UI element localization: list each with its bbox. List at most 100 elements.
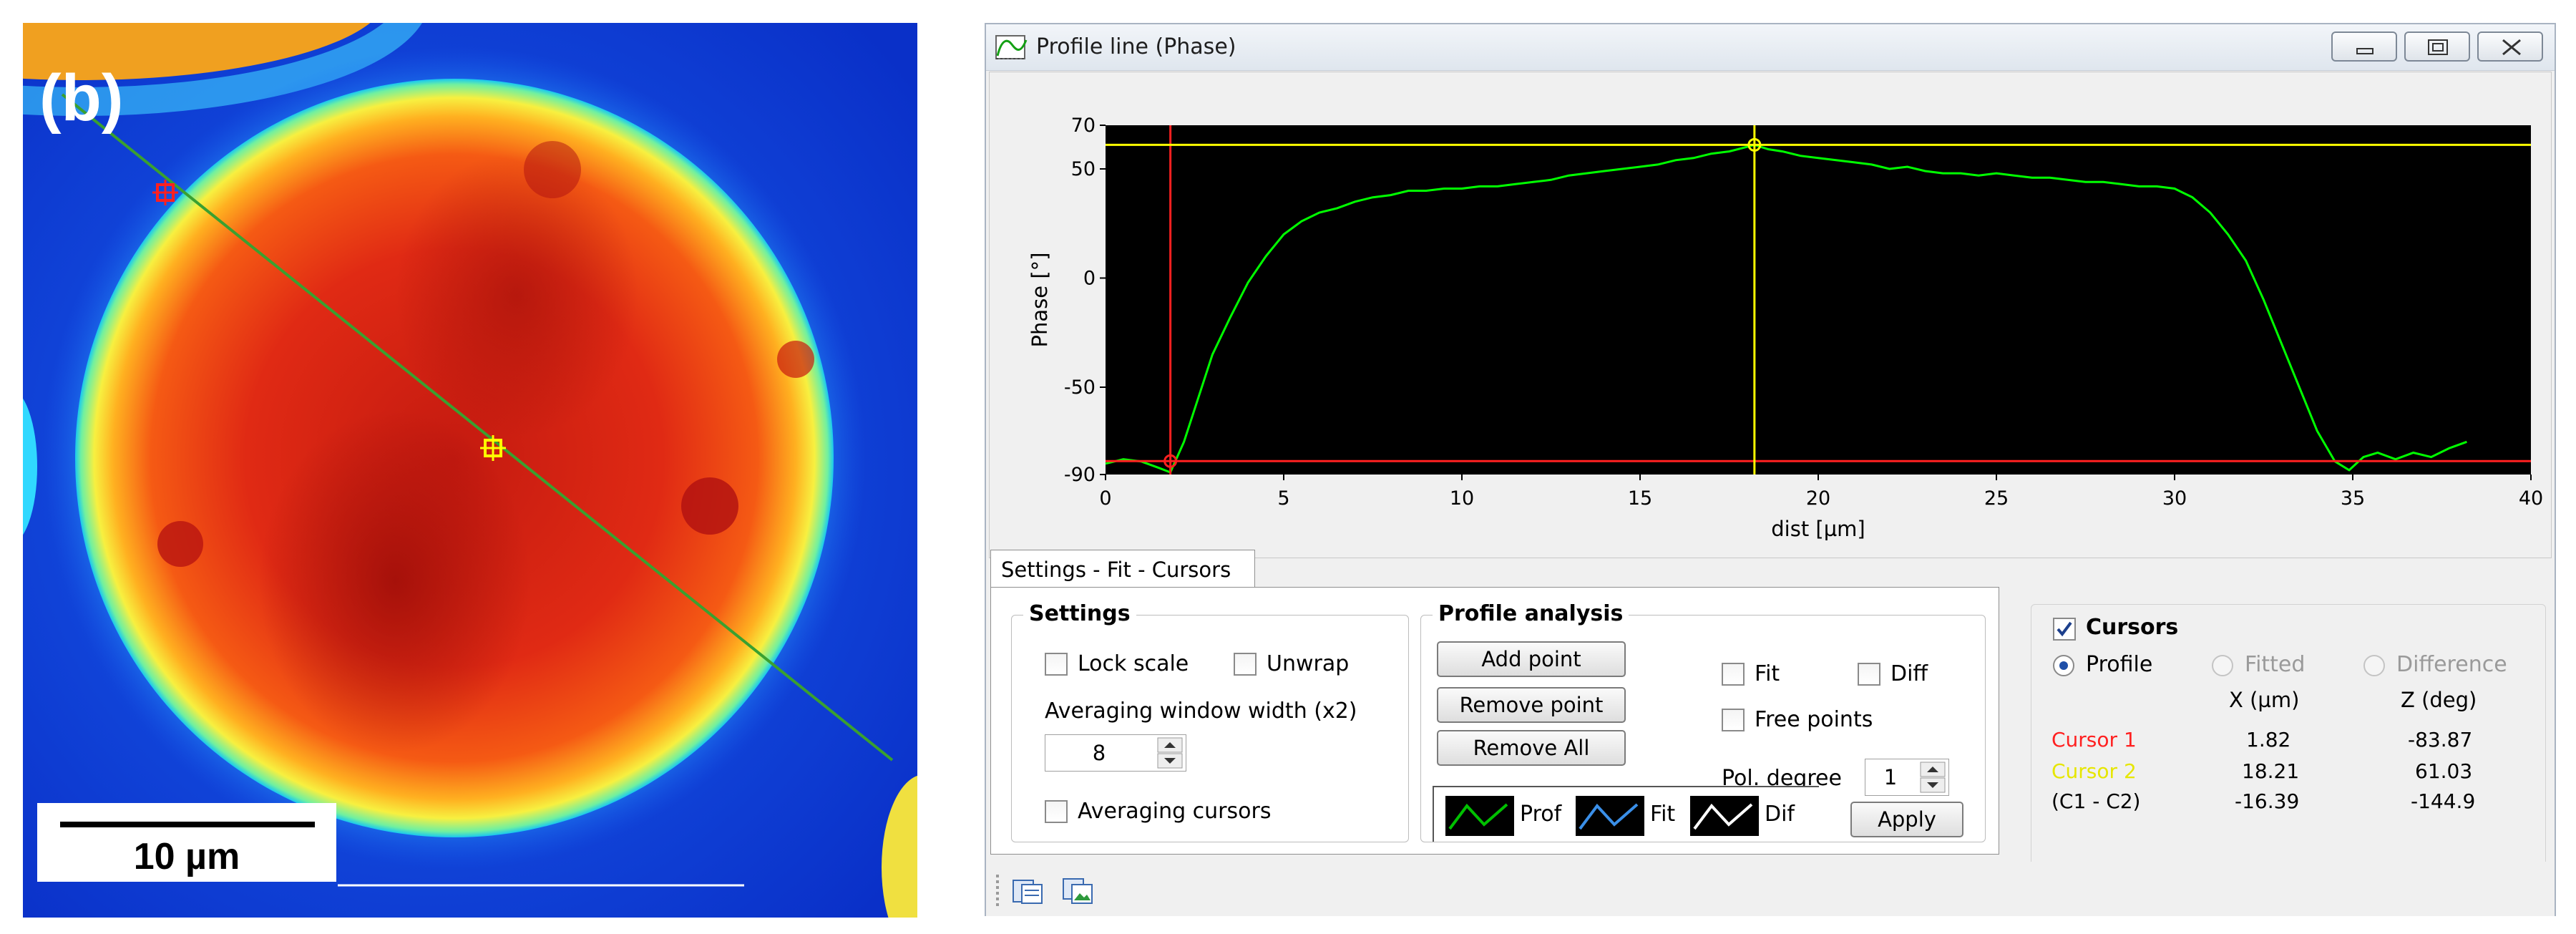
free-points-checkbox[interactable]	[1722, 709, 1745, 731]
maximize-button[interactable]	[2404, 31, 2470, 62]
diff-checkbox[interactable]	[1858, 663, 1880, 686]
profile-series-line	[1105, 143, 2467, 474]
x-axis: 0 5 10 15 20 25 30 35 40	[1099, 475, 2543, 510]
fit-checkbox[interactable]	[1722, 663, 1745, 686]
cursor-1-point[interactable]	[1163, 454, 1178, 468]
profile-line-window: Profile line (Phase) 70 50 0 -50 -90 0 5 10 15 2…	[985, 23, 2556, 916]
series-layer	[1105, 143, 2467, 474]
export-icon[interactable]	[1012, 876, 1043, 905]
x-tick-label: 0	[1099, 487, 1111, 510]
diff-legend-swatch	[1690, 796, 1759, 836]
window-title: Profile line (Phase)	[1036, 34, 1236, 59]
y-axis: 70 50 0 -50 -90	[1064, 115, 1106, 486]
close-button[interactable]	[2477, 31, 2543, 62]
diff-legend-label: Dif	[1765, 802, 1795, 827]
apply-button[interactable]: Apply	[1850, 802, 1963, 837]
minimize-icon	[2356, 48, 2373, 54]
y-tick-label: -50	[1064, 376, 1096, 399]
averaging-cursors-label: Averaging cursors	[1078, 799, 1272, 824]
close-icon	[2502, 39, 2521, 56]
x-tick-label: 40	[2519, 487, 2543, 510]
toolbar-grip[interactable]	[996, 875, 999, 906]
fit-legend-label: Fit	[1650, 802, 1676, 827]
stepper-arrows-icon[interactable]	[1920, 762, 1946, 793]
lock-scale-checkbox[interactable]	[1045, 653, 1068, 676]
fitted-radio[interactable]	[2212, 655, 2233, 676]
profile-radio[interactable]	[2053, 655, 2074, 676]
phase-image	[23, 23, 917, 918]
x-axis-label: dist [µm]	[1771, 517, 1865, 541]
pol-degree-value: 1	[1883, 765, 1898, 789]
cursor-diff-z: -144.9	[2411, 789, 2476, 813]
averaging-width-stepper[interactable]: 8	[1045, 734, 1186, 772]
title-bar[interactable]: Profile line (Phase)	[986, 24, 2555, 71]
x-tick-label: 25	[1984, 487, 2009, 510]
x-tick-label: 5	[1277, 487, 1289, 510]
profile-radio-label: Profile	[2086, 652, 2153, 677]
cursor-layer[interactable]	[1106, 125, 2531, 475]
y-tick-label: 0	[1083, 268, 1096, 290]
y-tick-label: -90	[1064, 464, 1096, 486]
settings-group-title: Settings	[1023, 601, 1136, 626]
cursor-2-row-label: Cursor 2	[2051, 759, 2137, 783]
scale-bar: 10 µm	[37, 803, 336, 882]
x-tick-label: 35	[2341, 487, 2365, 510]
remove-point-button[interactable]: Remove point	[1437, 687, 1626, 723]
profile-line-icon	[995, 35, 1028, 59]
x-tick-label: 10	[1450, 487, 1474, 510]
free-points-label: Free points	[1755, 707, 1873, 732]
lock-scale-label: Lock scale	[1078, 651, 1189, 676]
profile-chart[interactable]: 70 50 0 -50 -90 0 5 10 15 20 25 30 35 40 dist [µm] P…	[989, 72, 2552, 558]
y-tick-label: 70	[1071, 115, 1096, 137]
cursors-panel: Cursors Profile Fitted Difference X (µm)…	[2031, 604, 2546, 867]
cursor-2-point[interactable]	[1747, 137, 1762, 152]
scale-bar-label: 10 µm	[133, 836, 240, 877]
fitted-radio-label: Fitted	[2245, 652, 2306, 677]
cursor-1-z: -83.87	[2408, 728, 2473, 751]
add-point-button[interactable]: Add point	[1437, 641, 1626, 677]
cursors-title: Cursors	[2086, 615, 2179, 640]
cursors-checkbox[interactable]	[2053, 618, 2076, 641]
profile-legend-swatch	[1445, 796, 1514, 836]
settings-group: Settings Lock scale Unwrap Averaging win…	[1011, 601, 1409, 842]
checkmark-icon	[2057, 621, 2072, 637]
averaging-width-value: 8	[1092, 741, 1106, 765]
fit-legend-swatch	[1576, 796, 1644, 836]
copy-image-icon[interactable]	[1062, 876, 1093, 905]
plot-area[interactable]	[1106, 125, 2531, 475]
tab-label: Settings - Fit - Cursors	[1001, 558, 1231, 582]
profile-legend-label: Prof	[1520, 802, 1562, 827]
cursor-1-row-label: Cursor 1	[2051, 728, 2137, 751]
scale-bar-line	[60, 822, 315, 827]
minimize-button[interactable]	[2331, 31, 2397, 62]
profile-chart-svg: 70 50 0 -50 -90 0 5 10 15 20 25 30 35 40 dist [µm] P…	[1028, 115, 2543, 541]
stepper-arrows-icon[interactable]	[1157, 737, 1183, 769]
pol-degree-stepper[interactable]: 1	[1865, 759, 1949, 796]
unwrap-checkbox[interactable]	[1234, 653, 1257, 676]
z-column-header: Z (deg)	[2401, 688, 2477, 712]
averaging-cursors-checkbox[interactable]	[1045, 800, 1068, 823]
profile-analysis-group: Profile analysis Add point Remove point …	[1420, 601, 1986, 842]
cursor-1-marker[interactable]	[152, 180, 178, 205]
x-tick-label: 30	[2162, 487, 2187, 510]
difference-radio-label: Difference	[2396, 652, 2507, 677]
cursor-2-x: 18.21	[2242, 759, 2300, 783]
y-tick-label: 50	[1071, 158, 1096, 180]
difference-radio[interactable]	[2363, 655, 2385, 676]
panel-letter: (b)	[39, 62, 124, 135]
tab-settings-fit-cursors[interactable]: Settings - Fit - Cursors	[990, 550, 1255, 588]
diff-label: Diff	[1890, 661, 1928, 686]
maximize-icon	[2428, 39, 2448, 55]
cursor-2-z: 61.03	[2415, 759, 2473, 783]
unwrap-label: Unwrap	[1267, 651, 1350, 676]
cursor-2-marker[interactable]	[480, 435, 506, 461]
x-column-header: X (µm)	[2229, 688, 2300, 712]
fit-label: Fit	[1755, 661, 1780, 686]
remove-all-button[interactable]: Remove All	[1437, 730, 1626, 766]
x-tick-label: 15	[1628, 487, 1652, 510]
averaging-width-label: Averaging window width (x2)	[1045, 699, 1357, 724]
profile-analysis-title: Profile analysis	[1433, 601, 1629, 626]
x-tick-label: 20	[1806, 487, 1830, 510]
y-axis-label: Phase [°]	[1028, 253, 1052, 348]
tab-panel: Settings Lock scale Unwrap Averaging win…	[990, 587, 1999, 855]
